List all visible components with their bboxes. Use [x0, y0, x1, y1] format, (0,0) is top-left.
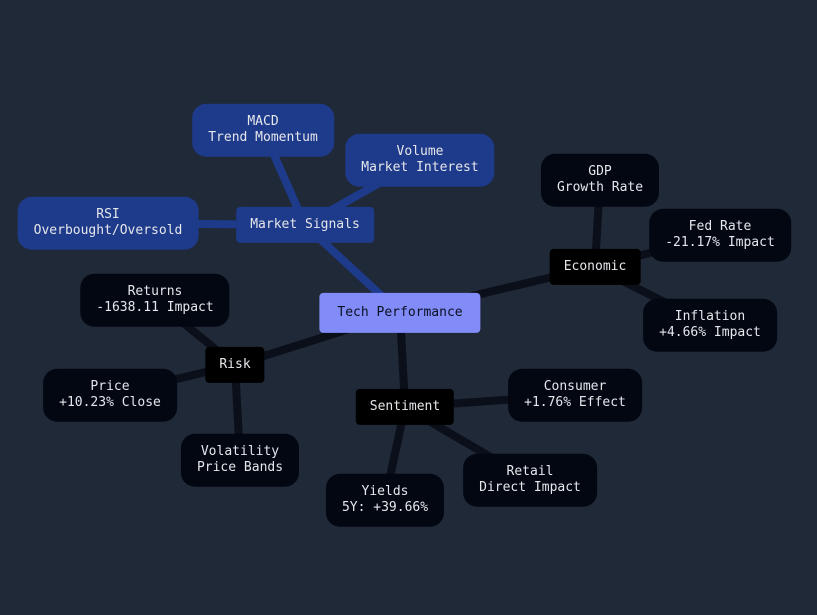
- node-yields: Yields 5Y: +39.66%: [326, 474, 444, 527]
- node-macd: MACD Trend Momentum: [192, 104, 334, 157]
- node-economic: Economic: [550, 249, 641, 285]
- mindmap-stage: Tech Performance Market Signals Economic…: [0, 0, 817, 615]
- node-inflation: Inflation +4.66% Impact: [643, 299, 777, 352]
- node-gdp: GDP Growth Rate: [541, 154, 659, 207]
- node-consumer: Consumer +1.76% Effect: [508, 369, 642, 422]
- node-volume: Volume Market Interest: [345, 134, 494, 187]
- node-retail: Retail Direct Impact: [463, 454, 597, 507]
- node-fed-rate: Fed Rate -21.17% Impact: [649, 209, 791, 262]
- node-sentiment: Sentiment: [356, 389, 454, 425]
- node-price: Price +10.23% Close: [43, 369, 177, 422]
- node-returns: Returns -1638.11 Impact: [80, 274, 229, 327]
- node-root: Tech Performance: [319, 293, 480, 333]
- node-market-signals: Market Signals: [236, 207, 374, 243]
- node-risk: Risk: [205, 347, 264, 383]
- node-volatility: Volatility Price Bands: [181, 434, 299, 487]
- node-rsi: RSI Overbought/Oversold: [18, 197, 199, 250]
